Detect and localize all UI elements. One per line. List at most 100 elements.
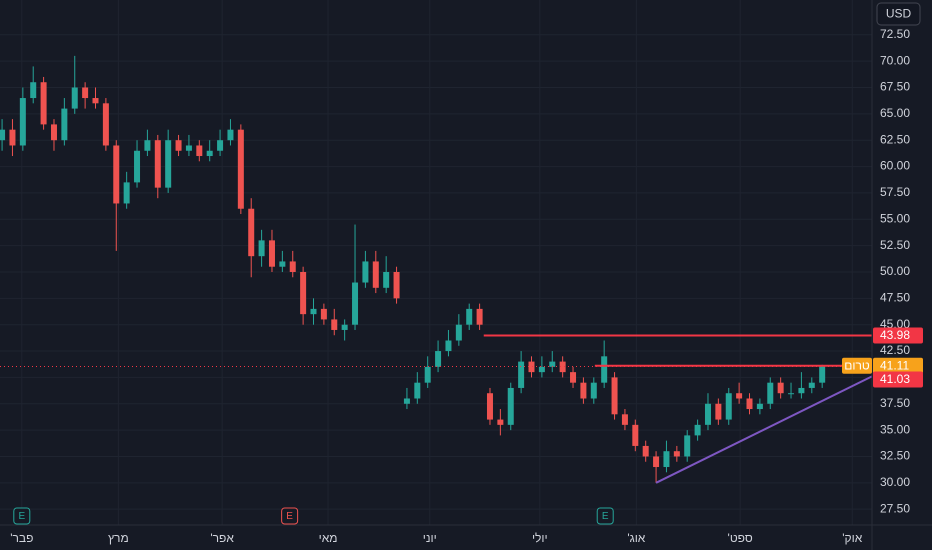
candle-body <box>653 456 660 468</box>
candle-body <box>767 382 774 404</box>
candle-body <box>352 282 359 325</box>
candle-body <box>497 419 504 425</box>
price-tag <box>873 327 923 344</box>
candle-body <box>383 271 390 288</box>
candle-body <box>196 145 203 157</box>
x-tick-label: מאי <box>319 531 338 545</box>
candle-body <box>82 87 89 99</box>
earnings-label: E <box>18 511 25 522</box>
candle-body <box>580 382 587 399</box>
x-tick-label: פבר' <box>10 531 33 545</box>
candle-body <box>798 387 805 394</box>
earnings-label: E <box>602 511 609 522</box>
plot <box>0 55 873 484</box>
candle-body <box>414 382 421 399</box>
candle-body <box>601 356 608 383</box>
candle-body <box>30 82 37 99</box>
candle-body <box>435 351 442 367</box>
candle-body <box>237 129 244 209</box>
y-tick-label: 42.50 <box>880 343 910 357</box>
earnings-label: E <box>286 511 293 522</box>
candle-body <box>341 324 348 330</box>
candle-body <box>559 361 566 373</box>
x-tick-label: אפר' <box>210 531 234 545</box>
candle-body <box>71 87 78 109</box>
candle-body <box>40 82 47 125</box>
candle-body <box>102 103 109 146</box>
y-tick-label: 50.00 <box>880 264 910 278</box>
candle-body <box>704 403 711 425</box>
candle-body <box>206 150 213 157</box>
candle-body <box>611 377 618 415</box>
candle-body <box>372 261 379 288</box>
candle-body <box>268 240 275 267</box>
y-tick-label: 67.50 <box>880 80 910 94</box>
candle-body <box>684 435 691 457</box>
y-tick-label: 72.50 <box>880 27 910 41</box>
candle-body <box>403 398 410 404</box>
y-tick-label: 55.00 <box>880 211 910 225</box>
candle-body <box>92 98 99 104</box>
candle-body <box>507 387 514 425</box>
candle-body <box>300 271 307 315</box>
y-tick-label: 65.00 <box>880 106 910 120</box>
candle-body <box>154 140 161 188</box>
candle-body <box>9 129 16 146</box>
earnings-marker <box>13 507 31 525</box>
candle-body <box>113 145 120 204</box>
candle-body <box>175 140 182 151</box>
candle-body <box>808 382 815 388</box>
candle-body <box>528 361 535 373</box>
candle-body <box>61 108 68 141</box>
candle-body <box>134 150 141 183</box>
candle-body <box>445 340 452 352</box>
x-tick-label: מרץ <box>108 531 129 545</box>
y-tick-label: 57.50 <box>880 185 910 199</box>
y-tick-label: 27.50 <box>880 501 910 515</box>
candle-body <box>476 308 483 325</box>
y-tick-label: 70.00 <box>880 53 910 67</box>
candle-body <box>673 451 680 457</box>
x-tick-label: יולי <box>532 531 548 545</box>
candle-body <box>663 451 670 468</box>
candle-body <box>248 208 255 257</box>
y-tick-label: 62.50 <box>880 132 910 146</box>
candle-body <box>217 140 224 151</box>
earnings-marker <box>596 507 614 525</box>
x-tick-label: יוני <box>423 531 437 545</box>
candle-body <box>19 98 26 146</box>
candle-body <box>455 324 462 341</box>
candle-body <box>227 129 234 141</box>
candle-body <box>736 393 743 399</box>
x-tick-label: ספט' <box>728 531 753 545</box>
trendline <box>655 375 873 484</box>
currency-box[interactable] <box>876 2 921 26</box>
candle-body <box>123 182 130 204</box>
price-tag <box>873 357 923 374</box>
candle-body <box>486 393 493 420</box>
premarket-tag <box>842 357 872 374</box>
y-tick-label: 35.00 <box>880 422 910 436</box>
candle-body <box>0 129 6 141</box>
candle-body <box>746 398 753 410</box>
candle-body <box>538 366 545 373</box>
candle-body <box>632 424 639 446</box>
candle-body <box>289 261 296 272</box>
candle-body <box>715 403 722 420</box>
y-tick-label: 60.00 <box>880 159 910 173</box>
candle-body <box>549 361 556 367</box>
candle-body <box>694 424 701 436</box>
candle-body <box>570 372 577 383</box>
price-tag-label: 43.98 <box>880 328 910 342</box>
y-tick-label: 37.50 <box>880 396 910 410</box>
candle-body <box>331 319 338 330</box>
x-tick-label: אוג' <box>627 531 645 545</box>
candle-body <box>362 261 369 283</box>
currency-label[interactable]: USD <box>886 7 912 21</box>
candle-body <box>50 124 57 141</box>
y-tick-label: 47.50 <box>880 291 910 305</box>
y-tick-label: 30.00 <box>880 475 910 489</box>
